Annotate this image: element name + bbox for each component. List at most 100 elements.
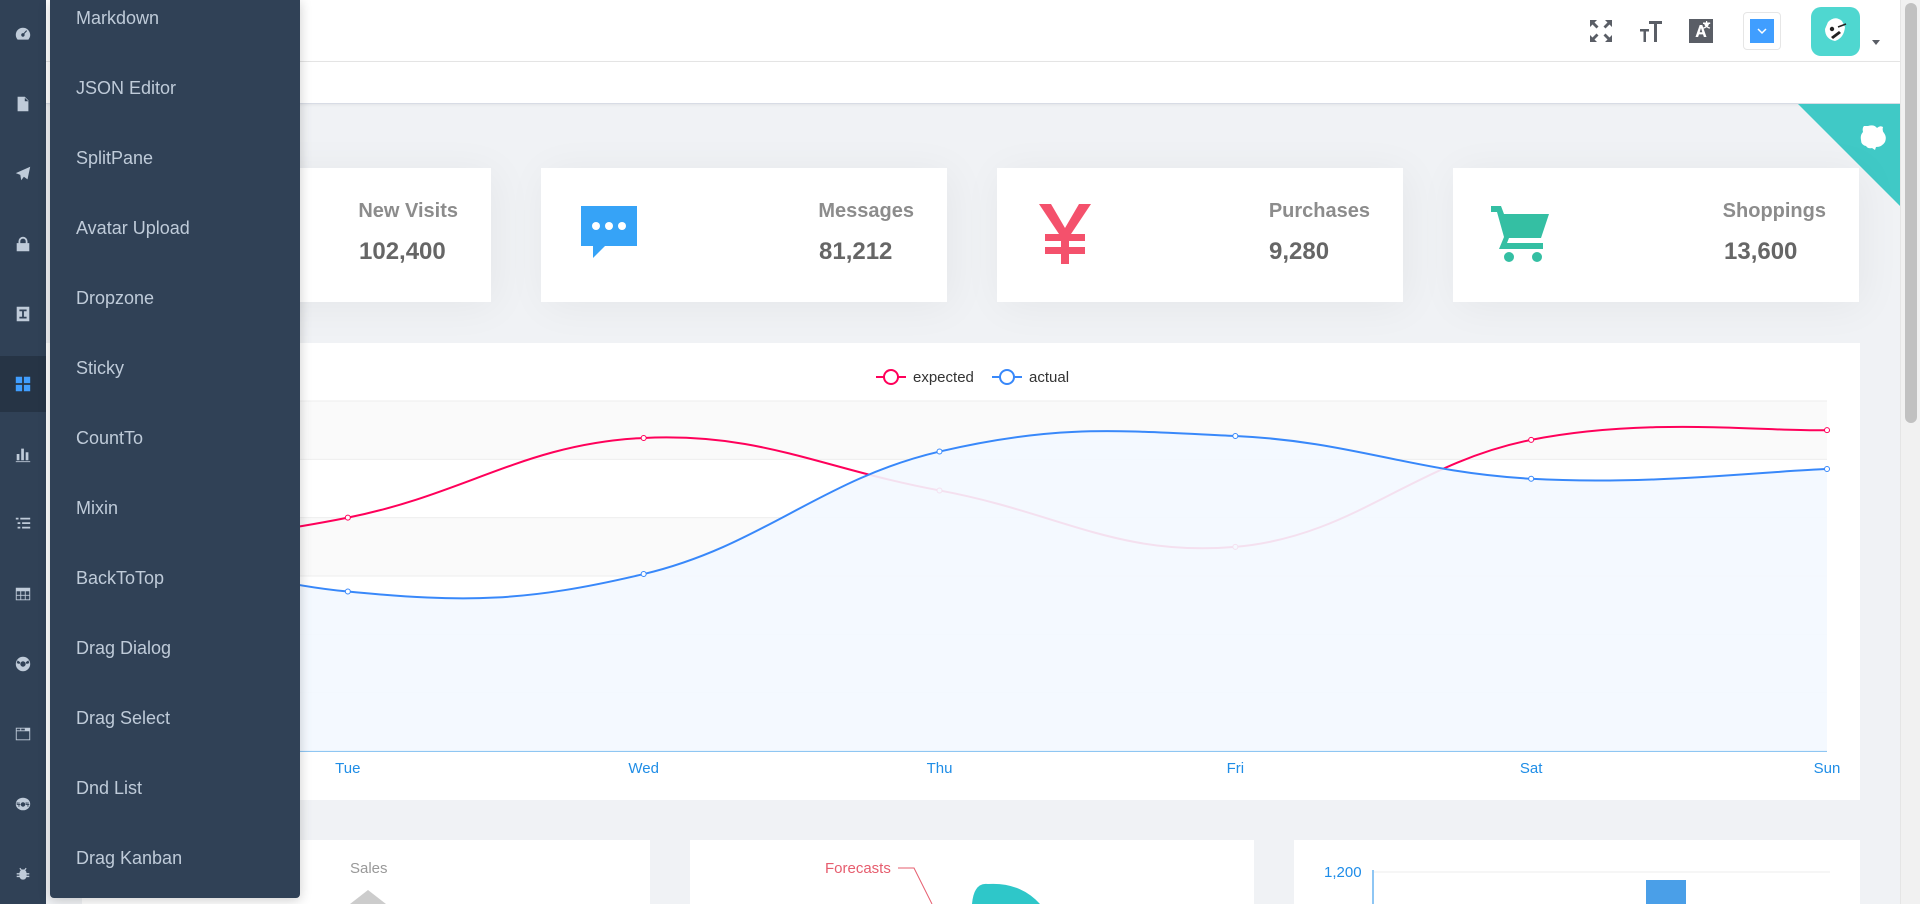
legend-label-actual: actual: [1029, 369, 1069, 386]
submenu-item-mixin[interactable]: Mixin: [76, 498, 119, 518]
sidebar-item-permission[interactable]: [0, 216, 46, 272]
data-point: [344, 588, 351, 595]
panel-label: Messages: [818, 200, 914, 222]
example-icon: [15, 656, 31, 672]
data-point: [1232, 433, 1239, 439]
submenu-item-drag-kanban[interactable]: Drag Kanban: [76, 848, 183, 868]
table-icon: [15, 587, 31, 601]
data-point: [936, 448, 943, 455]
message-icon: [581, 206, 637, 258]
sidebar-item-example[interactable]: [0, 636, 46, 692]
sidebar-item-table[interactable]: [0, 566, 46, 622]
scrollbar-thumb[interactable]: [1905, 3, 1917, 423]
data-point: [1528, 475, 1535, 482]
submenu-item-countto[interactable]: CountTo: [76, 428, 144, 448]
series-area-actual: [52, 431, 1827, 751]
money-icon: [1039, 204, 1091, 264]
bug-icon: [16, 867, 30, 880]
sidebar-item-nested[interactable]: [0, 496, 46, 552]
data-point: [1824, 427, 1830, 434]
panel-number: 9,280: [1269, 238, 1330, 265]
submenu-item-sticky[interactable]: Sticky: [76, 358, 125, 378]
submenu-item-drag-select[interactable]: Drag Select: [76, 708, 171, 728]
theme-color-swatch: [1750, 19, 1774, 43]
legend-marker-actual: [999, 369, 1015, 385]
sidebar-item-tab[interactable]: [0, 706, 46, 762]
panel-shoppings[interactable]: Shoppings 13,600: [1453, 168, 1859, 302]
panel-number: 102,400: [359, 238, 446, 265]
chevron-down-icon: [1757, 28, 1767, 35]
avatar-image-icon: [1825, 18, 1847, 41]
sidebar-item-components[interactable]: [0, 356, 46, 412]
guide-icon: [15, 166, 31, 181]
sidebar-item-icons[interactable]: [0, 286, 46, 342]
x-tick-label: Thu: [927, 760, 953, 777]
lock-icon: [16, 236, 30, 252]
submenu-item-dropzone[interactable]: Dropzone: [76, 288, 155, 308]
pie-slice-svg: [898, 867, 1040, 904]
submenu-item-splitpane[interactable]: SplitPane: [76, 148, 154, 168]
dashboard-icon: [15, 27, 31, 40]
panel-label: Shoppings: [1722, 200, 1826, 222]
chart-icon: [15, 448, 31, 463]
line-chart-svg: Tue Wed Thu Fri Sat Sun expected actual: [51, 369, 1841, 777]
error-404-icon: [15, 797, 31, 811]
nested-icon: [15, 517, 31, 529]
fullscreen-button[interactable]: [1582, 12, 1620, 50]
sidebar-item-error-log[interactable]: [0, 846, 46, 902]
user-avatar[interactable]: [1811, 7, 1860, 56]
size-icon: [1640, 21, 1662, 42]
icon-icon: [16, 306, 30, 322]
x-tick-label: Fri: [1227, 760, 1245, 777]
panel-purchases[interactable]: Purchases 9,280: [997, 168, 1403, 302]
panel-label: New Visits: [358, 200, 458, 222]
language-icon: [1689, 19, 1713, 43]
submenu-item-dnd-list[interactable]: Dnd List: [76, 778, 143, 798]
x-tick-label: Sat: [1520, 760, 1543, 777]
language-select-button[interactable]: [1682, 12, 1720, 50]
panel-messages[interactable]: Messages 81,212: [541, 168, 947, 302]
bar-axis-tick: 1,200: [1324, 864, 1362, 881]
data-point: [344, 514, 351, 521]
page-scrollbar[interactable]: [1900, 0, 1920, 904]
shopping-cart-icon: [1491, 206, 1549, 262]
sidebar-item-charts[interactable]: [0, 426, 46, 482]
data-point: [640, 571, 647, 578]
data-point: [1824, 466, 1830, 473]
panel-label: Purchases: [1268, 200, 1370, 222]
submenu-item-markdown[interactable]: Markdown: [76, 8, 160, 28]
line-chart: Tue Wed Thu Fri Sat Sun expected actual: [46, 343, 1860, 800]
fullscreen-icon: [1590, 20, 1612, 42]
tags-view: [46, 62, 1900, 104]
x-tick-label: Sun: [1814, 760, 1841, 777]
component-icon: [15, 376, 31, 392]
documentation-icon: [17, 96, 29, 112]
submenu-item-json-editor[interactable]: JSON Editor: [76, 78, 177, 98]
panel-number: 13,600: [1724, 238, 1798, 265]
submenu-item-avatar-upload[interactable]: Avatar Upload: [76, 218, 190, 238]
github-corner-icon[interactable]: [1798, 104, 1900, 206]
submenu-item-backtotop[interactable]: BackToTop: [76, 568, 165, 588]
radar-shape-icon: [350, 890, 386, 904]
sidebar-item-documentation[interactable]: [0, 76, 46, 132]
x-tick-label: Wed: [628, 760, 659, 777]
legend-marker-expected: [883, 369, 899, 385]
theme-color-picker[interactable]: [1743, 12, 1781, 50]
sidebar: [0, 0, 46, 904]
radar-legend-label: Sales: [350, 860, 388, 877]
bar-chart-svg: [1372, 870, 1830, 904]
size-select-button[interactable]: [1632, 12, 1670, 50]
sidebar-item-guide[interactable]: [0, 146, 46, 202]
x-tick-label: Tue: [335, 760, 360, 777]
avatar-caret-icon[interactable]: [1872, 40, 1880, 45]
components-submenu: Markdown JSON Editor SplitPane Avatar Uploa…: [50, 0, 300, 898]
sidebar-item-dashboard[interactable]: [0, 6, 46, 62]
submenu-item-drag-dialog[interactable]: Drag Dialog: [76, 638, 172, 658]
panel-number: 81,212: [819, 238, 893, 265]
data-point: [640, 434, 647, 441]
bar-chart-card: 1,200: [1294, 840, 1860, 904]
sidebar-item-error-pages[interactable]: [0, 776, 46, 832]
pie-chart-card: Forecasts: [690, 840, 1254, 904]
legend-label-expected: expected: [913, 369, 974, 386]
tab-icon: [15, 727, 31, 741]
